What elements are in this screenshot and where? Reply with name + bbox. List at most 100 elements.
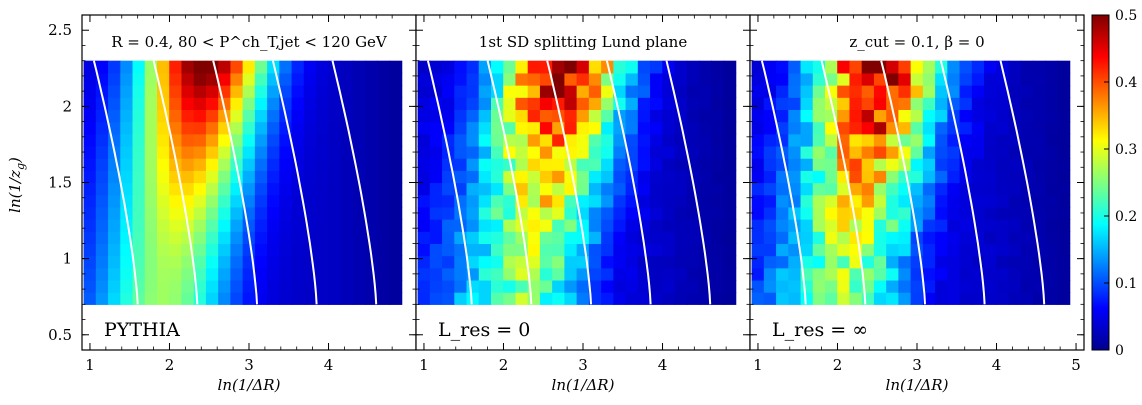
heatmap-cell	[662, 170, 676, 184]
heatmap-cell	[218, 231, 231, 245]
heatmap-cell	[539, 109, 553, 123]
heatmap-cell	[303, 109, 317, 123]
heatmap-cell	[751, 182, 765, 196]
heatmap-cell	[947, 145, 961, 159]
heatmap-cell	[588, 158, 602, 171]
heatmap-cell	[1032, 97, 1046, 111]
heatmap-cell	[515, 231, 529, 245]
heatmap-cell	[898, 97, 912, 111]
heatmap-cell	[83, 170, 97, 184]
contour-line	[331, 60, 378, 305]
heatmap-cell	[389, 158, 403, 171]
heatmap-cell	[230, 97, 244, 111]
heatmap-cell	[377, 60, 391, 74]
heatmap-cell	[205, 194, 219, 208]
heatmap-cell	[959, 182, 973, 196]
heatmap-cell	[971, 194, 985, 208]
heatmap-cell	[971, 170, 985, 184]
heatmap-cell	[254, 231, 268, 245]
heatmap-cell	[751, 243, 765, 257]
heatmap-cell	[340, 267, 354, 281]
heatmap-cell	[364, 267, 378, 281]
heatmap-cell	[674, 243, 688, 257]
heatmap-cell	[316, 231, 329, 245]
heatmap-cell	[588, 206, 602, 220]
contour-line	[92, 60, 139, 305]
heatmap-cell	[478, 243, 492, 257]
heatmap-cell	[886, 231, 899, 245]
heatmap-cell	[625, 72, 639, 86]
heatmap-cell	[83, 194, 97, 208]
heatmap-cell	[751, 158, 765, 171]
heatmap-cell	[417, 60, 431, 74]
heatmap-cell	[922, 267, 936, 281]
heatmap-cell	[861, 133, 875, 147]
heatmap-cell	[637, 72, 651, 86]
heatmap-cell	[984, 109, 997, 123]
heatmap-cell	[491, 60, 504, 74]
heatmap-cell	[352, 85, 366, 98]
heatmap-cell	[205, 182, 219, 196]
heatmap-cell	[698, 109, 712, 123]
heatmap-cell	[601, 194, 614, 208]
heatmap-cell	[254, 219, 268, 232]
heatmap-cell	[711, 170, 725, 184]
heatmap-cell	[527, 133, 541, 147]
heatmap-cell	[873, 279, 887, 293]
heatmap-cell	[751, 109, 765, 123]
panel-3: 1 2 3 4 5 ln(1/ΔR) z_cut = 0.1, β = 0 L_res = ∞	[749, 14, 1085, 394]
contour-line	[271, 60, 318, 305]
heatmap-cell	[552, 255, 565, 269]
heatmap-cell	[910, 72, 924, 86]
heatmap-cell	[625, 243, 639, 257]
heatmap-cell	[1032, 85, 1046, 98]
heatmap-cell	[650, 219, 663, 232]
heatmap-cell	[947, 231, 961, 245]
heatmap-cell	[947, 194, 961, 208]
heatmap-cell	[230, 206, 244, 220]
heatmap-cell	[328, 72, 342, 86]
heatmap-cell	[576, 121, 590, 135]
heatmap-cell	[83, 97, 97, 111]
heatmap-cell	[984, 133, 997, 147]
heatmap-cell	[267, 206, 280, 220]
heatmap-cell	[711, 145, 725, 159]
heatmap-cell	[625, 121, 639, 135]
heatmap-cell	[625, 255, 639, 269]
heatmap-cell	[169, 243, 183, 257]
heatmap-cell	[625, 97, 639, 111]
heatmap-cell	[588, 182, 602, 196]
heatmap-cell	[849, 97, 863, 111]
heatmap-cell	[218, 182, 231, 196]
heatmap-cell	[108, 158, 121, 171]
heatmap-cell	[922, 72, 936, 86]
heatmap-cell	[157, 267, 170, 281]
heatmap-cell	[364, 60, 378, 74]
x-tick-label: 3	[578, 356, 588, 374]
heatmap-cell	[377, 97, 391, 111]
heatmap-cell	[959, 231, 973, 245]
heatmap-cell	[837, 243, 851, 257]
heatmap-cell	[303, 279, 317, 293]
heatmap-cell	[417, 72, 431, 86]
heatmap-cell	[454, 267, 468, 281]
heatmap-cell	[377, 279, 391, 293]
heatmap-cell	[328, 145, 342, 159]
heatmap-cell	[95, 279, 109, 293]
heatmap-cell	[959, 133, 973, 147]
heatmap-cell	[552, 292, 565, 305]
heatmap-cell	[886, 97, 899, 111]
heatmap-cell	[491, 231, 504, 245]
heatmap-cell	[971, 231, 985, 245]
heatmap-cell	[279, 267, 293, 281]
heatmap-cell	[588, 243, 602, 257]
heatmap-cell	[552, 206, 565, 220]
heatmap-cell	[971, 279, 985, 293]
heatmap-cell	[751, 206, 765, 220]
heatmap-cell	[491, 243, 504, 257]
heatmap-cell	[812, 194, 826, 208]
heatmap-cell	[1008, 243, 1022, 257]
heatmap-cell	[279, 60, 293, 74]
heatmap-cell	[1032, 170, 1046, 184]
heatmap-cell	[849, 279, 863, 293]
